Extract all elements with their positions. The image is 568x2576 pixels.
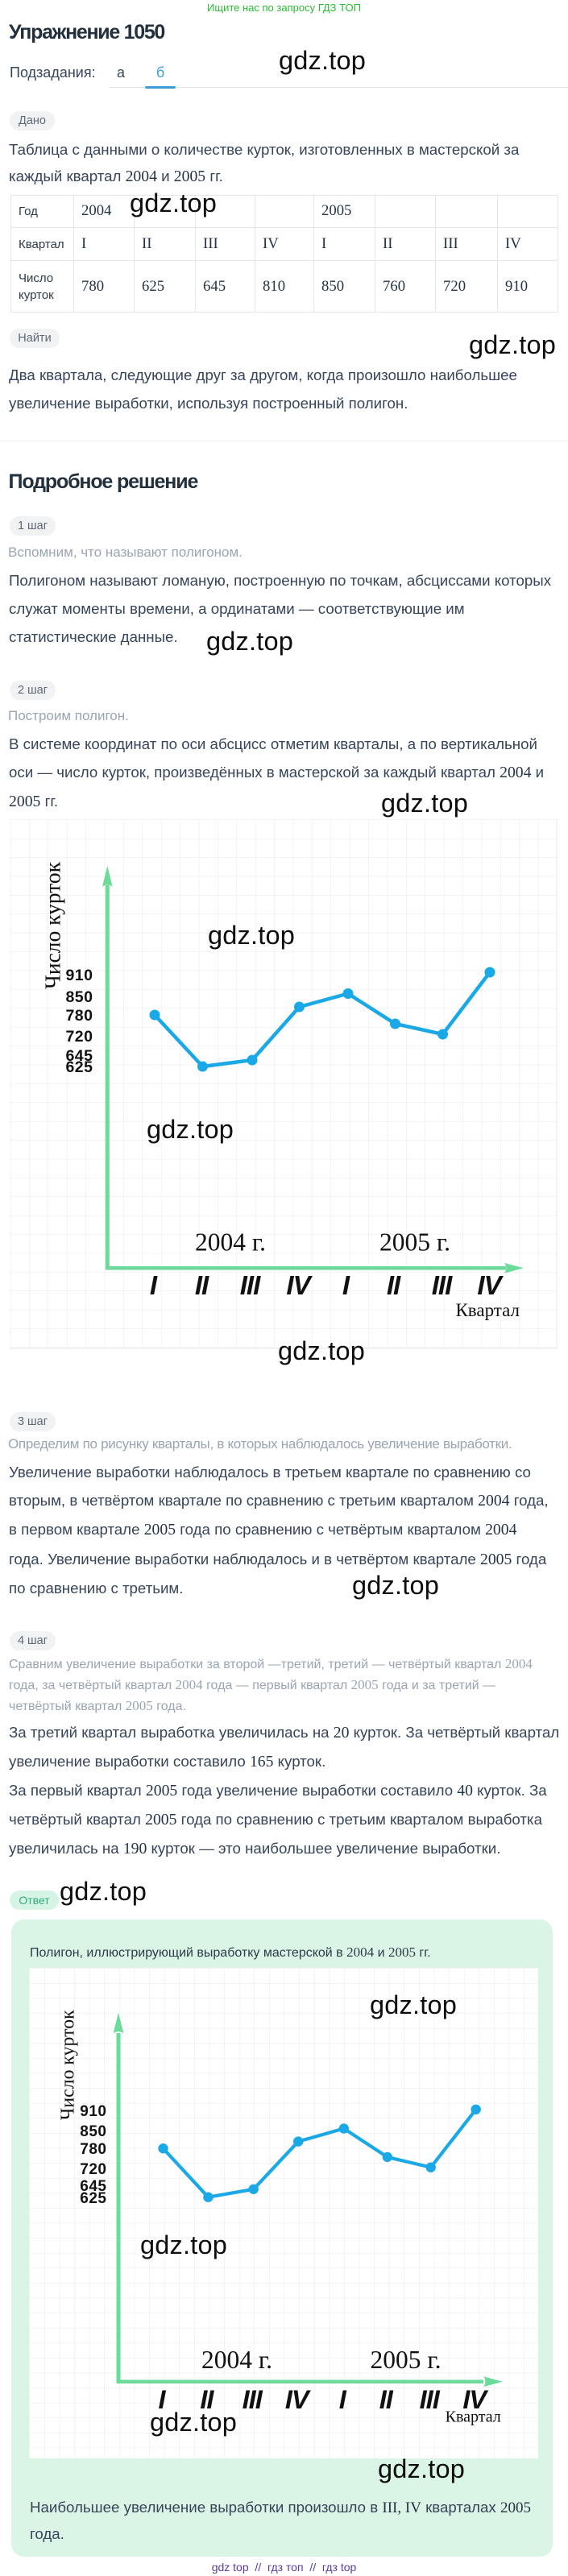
svg-text:2004 г.: 2004 г. — [201, 2346, 272, 2374]
svg-text:IV: IV — [462, 2385, 488, 2414]
svg-text:780: 780 — [80, 2141, 106, 2158]
svg-text:910: 910 — [65, 967, 93, 984]
svg-text:2004 г.: 2004 г. — [195, 1228, 266, 1256]
svg-text:III: III — [243, 2385, 263, 2414]
svg-text:2005 г.: 2005 г. — [370, 2346, 441, 2374]
svg-text:IV: IV — [286, 1270, 313, 1300]
svg-text:II: II — [200, 2385, 214, 2414]
svg-text:Квартал: Квартал — [455, 1300, 520, 1320]
svg-text:625: 625 — [80, 2190, 106, 2207]
svg-text:645: 645 — [80, 2178, 106, 2195]
svg-text:IV: IV — [477, 1270, 504, 1300]
svg-text:Число курток: Число курток — [58, 2010, 79, 2120]
svg-text:850: 850 — [65, 988, 93, 1006]
svg-text:II: II — [195, 1270, 209, 1300]
svg-text:Квартал: Квартал — [446, 2408, 501, 2425]
svg-text:III: III — [432, 1270, 453, 1300]
svg-text:II: II — [379, 2385, 394, 2414]
svg-text:Число курток: Число курток — [40, 861, 65, 989]
svg-text:645: 645 — [65, 1047, 93, 1065]
svg-text:III: III — [240, 1270, 261, 1300]
svg-text:850: 850 — [80, 2123, 106, 2140]
svg-text:780: 780 — [65, 1007, 93, 1025]
svg-text:I: I — [150, 1270, 158, 1300]
svg-text:720: 720 — [65, 1028, 93, 1046]
svg-text:910: 910 — [80, 2103, 106, 2120]
svg-text:625: 625 — [65, 1058, 93, 1076]
svg-text:I: I — [158, 2385, 166, 2414]
svg-text:2005 г.: 2005 г. — [379, 1228, 450, 1256]
svg-text:720: 720 — [80, 2161, 106, 2178]
svg-text:IV: IV — [285, 2385, 311, 2414]
svg-text:I: I — [339, 2385, 347, 2414]
svg-text:I: I — [342, 1270, 350, 1300]
svg-text:II: II — [387, 1270, 401, 1300]
svg-text:III: III — [420, 2385, 441, 2414]
